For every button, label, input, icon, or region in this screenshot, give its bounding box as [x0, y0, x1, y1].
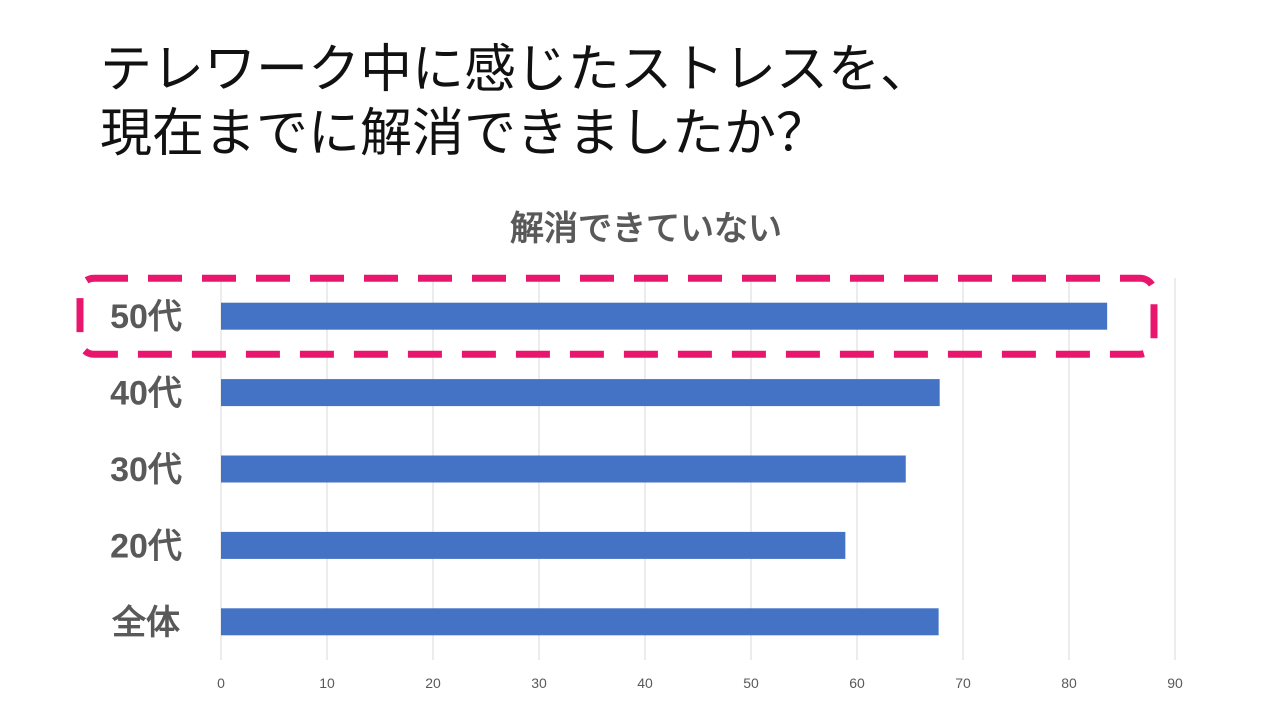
highlight-box: [76, 274, 1158, 358]
chart-title: 解消できていない: [510, 210, 782, 248]
x-tick-label: 30: [531, 675, 547, 691]
category-label: 40代: [110, 375, 182, 413]
category-label: 全体: [111, 603, 180, 642]
slide-title: テレワーク中に感じたストレスを、 現在までに解消できましたか？: [100, 38, 1200, 166]
x-tick-label: 90: [1167, 675, 1183, 691]
bar: [221, 379, 940, 407]
bar: [221, 455, 906, 483]
bar: [221, 302, 1108, 330]
category-label: 30代: [110, 451, 182, 489]
x-tick-label: 20: [425, 675, 441, 691]
bar: [221, 531, 846, 559]
x-tick-label: 80: [1061, 675, 1077, 691]
x-tick-label: 60: [849, 675, 865, 691]
slide-title-line-2: 現在までに解消できましたか？: [100, 104, 829, 164]
slide-title-line-1: テレワーク中に感じたストレスを、: [100, 40, 933, 100]
x-tick-label: 70: [955, 675, 971, 691]
bar: [221, 608, 939, 636]
x-tick-label: 10: [319, 675, 335, 691]
x-tick-label: 50: [743, 675, 759, 691]
x-tick-label: 40: [637, 675, 653, 691]
x-tick-label: 0: [217, 675, 225, 691]
category-label: 50代: [110, 298, 182, 336]
category-label: 20代: [110, 527, 182, 565]
